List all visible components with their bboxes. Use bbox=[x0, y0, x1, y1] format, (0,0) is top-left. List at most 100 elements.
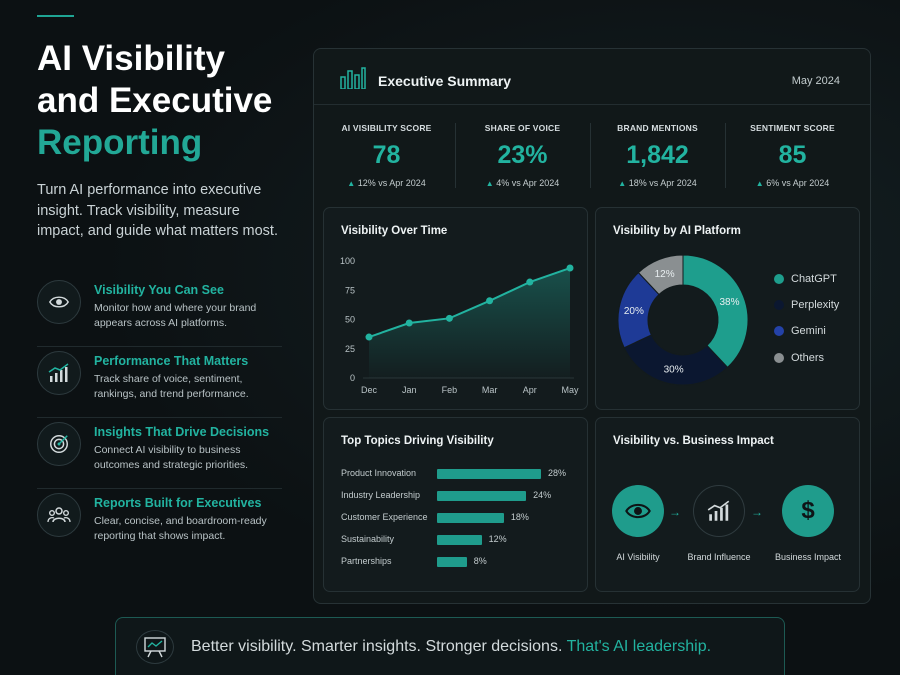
platform-donut-chart: 38% 30% 20% 12% bbox=[617, 254, 749, 386]
slice-label: 30% bbox=[664, 365, 684, 376]
topic-label: Industry Leadership bbox=[341, 490, 421, 500]
chart-title: Visibility by AI Platform bbox=[613, 225, 741, 237]
impact-node-business-impact: $ bbox=[782, 485, 834, 537]
pie-slice bbox=[637, 254, 684, 296]
eye-icon bbox=[37, 280, 81, 324]
topic-bar bbox=[437, 557, 467, 567]
visibility-by-platform-card: Visibility by AI Platform 38% 30% 20% 12% C… bbox=[595, 207, 860, 410]
feature-description: Connect AI visibility to business outcom… bbox=[94, 444, 249, 471]
legend-swatch bbox=[774, 300, 784, 310]
business-impact-card: Visibility vs. Business Impact → → $ AI … bbox=[595, 417, 860, 592]
hero-title: AI Visibility and Executive Reporting bbox=[37, 38, 307, 164]
feature-item: Visibility You Can See Monitor how and w… bbox=[37, 276, 282, 347]
x-tick-label: Jan bbox=[402, 385, 417, 395]
feature-title: Visibility You Can See bbox=[94, 283, 224, 297]
data-point bbox=[526, 278, 534, 286]
topic-bar bbox=[437, 491, 527, 501]
kpi-value: 1,842 bbox=[626, 141, 689, 169]
x-tick-label: Feb bbox=[442, 385, 458, 395]
topic-bar bbox=[437, 513, 504, 523]
kpi-value: 78 bbox=[372, 141, 401, 169]
visibility-over-time-card: Visibility Over Time 0 25 50 75 100 Dec Jan Feb… bbox=[323, 207, 588, 410]
x-tick-label: May bbox=[561, 385, 579, 395]
feature-item: Reports Built for Executives Clear, conc… bbox=[37, 489, 282, 560]
topic-value: 12% bbox=[488, 534, 507, 544]
feature-title: Reports Built for Executives bbox=[94, 496, 262, 510]
target-icon bbox=[37, 422, 81, 466]
impact-node-ai-visibility bbox=[612, 485, 664, 537]
dollar-icon: $ bbox=[801, 497, 815, 524]
legend-label: Others bbox=[791, 352, 825, 364]
hero-description: Turn AI performance into executive insig… bbox=[37, 182, 278, 239]
feature-title: Performance That Matters bbox=[94, 354, 249, 368]
bar-chart-icon bbox=[340, 67, 366, 89]
slice-label: 20% bbox=[624, 306, 644, 317]
kpi-ai-visibility-score: AI VISIBILITY SCORE 78 ▲ 12% vs Apr 2024 bbox=[319, 123, 454, 191]
topic-value: 28% bbox=[548, 468, 567, 478]
trend-chart-icon bbox=[37, 351, 81, 395]
chart-title: Visibility Over Time bbox=[341, 225, 448, 237]
x-tick-label: Apr bbox=[523, 385, 537, 395]
topic-label: Sustainability bbox=[341, 534, 395, 544]
arrow-right-icon: → bbox=[669, 505, 681, 519]
data-point bbox=[486, 297, 494, 305]
kpi-label: BRAND MENTIONS bbox=[617, 123, 698, 133]
up-triangle-icon: ▲ bbox=[618, 179, 627, 188]
topic-label: Customer Experience bbox=[341, 512, 428, 522]
executive-summary-panel: Executive Summary May 2024 AI VISIBILITY… bbox=[313, 48, 871, 604]
feature-description: Clear, concise, and boardroom-ready repo… bbox=[94, 515, 267, 542]
kpi-label: SHARE OF VOICE bbox=[484, 123, 561, 133]
kpi-change: ▲ 4% vs Apr 2024 bbox=[455, 178, 590, 188]
kpi-sentiment-score: SENTIMENT SCORE 85 ▲ 6% vs Apr 2024 bbox=[725, 123, 860, 191]
series-area bbox=[369, 268, 570, 378]
feature-description: Track share of voice, sentiment, ranking… bbox=[94, 373, 249, 400]
legend-label: Perplexity bbox=[791, 299, 840, 311]
accent-line bbox=[37, 15, 74, 17]
legend-item-perplexity: Perplexity bbox=[774, 299, 839, 311]
kpi-change: ▲ 12% vs Apr 2024 bbox=[319, 178, 454, 188]
legend-label: Gemini bbox=[791, 325, 826, 337]
kpi-value: 85 bbox=[778, 141, 807, 169]
impact-label: Brand Influence bbox=[687, 552, 751, 562]
feature-item: Insights That Drive Decisions Connect AI… bbox=[37, 418, 282, 489]
kpi-change: ▲ 18% vs Apr 2024 bbox=[590, 178, 725, 188]
feature-list: Visibility You Can See Monitor how and w… bbox=[37, 276, 282, 560]
legend-item-gemini: Gemini bbox=[774, 325, 826, 337]
y-tick-label: 75 bbox=[345, 285, 355, 295]
kpi-divider bbox=[725, 123, 726, 188]
x-tick-label: Dec bbox=[361, 385, 378, 395]
x-tick-label: Mar bbox=[482, 385, 498, 395]
y-tick-label: 0 bbox=[350, 373, 355, 383]
kpi-change-text: 6% vs Apr 2024 bbox=[766, 178, 830, 188]
top-topics-card: Top Topics Driving Visibility Product In… bbox=[323, 417, 588, 592]
kpi-divider bbox=[590, 123, 591, 188]
kpi-label: SENTIMENT SCORE bbox=[750, 123, 835, 133]
up-triangle-icon: ▲ bbox=[755, 179, 764, 188]
feature-description: Monitor how and where your brand appears… bbox=[94, 302, 257, 329]
hero-title-line1: AI Visibility bbox=[37, 39, 226, 78]
kpi-change-text: 4% vs Apr 2024 bbox=[496, 178, 560, 188]
panel-title: Executive Summary bbox=[378, 73, 512, 89]
y-tick-label: 100 bbox=[340, 256, 355, 266]
topic-bar bbox=[437, 535, 482, 545]
kpi-change-text: 12% vs Apr 2024 bbox=[357, 178, 426, 188]
legend-item-chatgpt: ChatGPT bbox=[774, 273, 837, 285]
hero-title-line2: and Executive bbox=[37, 81, 273, 120]
slice-label: 12% bbox=[655, 269, 675, 280]
feature-title: Insights That Drive Decisions bbox=[94, 425, 270, 439]
up-triangle-icon: ▲ bbox=[347, 179, 356, 188]
chart-title: Top Topics Driving Visibility bbox=[341, 435, 494, 447]
slice-label: 38% bbox=[719, 297, 739, 308]
presentation-board-icon bbox=[136, 630, 174, 664]
data-point bbox=[405, 319, 413, 327]
footer-text: Better visibility. Smarter insights. Str… bbox=[191, 638, 711, 656]
footer-banner: Better visibility. Smarter insights. Str… bbox=[115, 617, 785, 675]
footer-tagline: Better visibility. Smarter insights. Str… bbox=[191, 638, 563, 655]
topic-label: Product Innovation bbox=[341, 468, 417, 478]
data-point bbox=[566, 264, 574, 272]
trend-chart-icon bbox=[707, 500, 730, 521]
topic-value: 8% bbox=[473, 556, 487, 566]
legend-swatch bbox=[774, 353, 784, 363]
eye-icon bbox=[625, 503, 651, 519]
impact-title: Visibility vs. Business Impact bbox=[613, 435, 774, 447]
